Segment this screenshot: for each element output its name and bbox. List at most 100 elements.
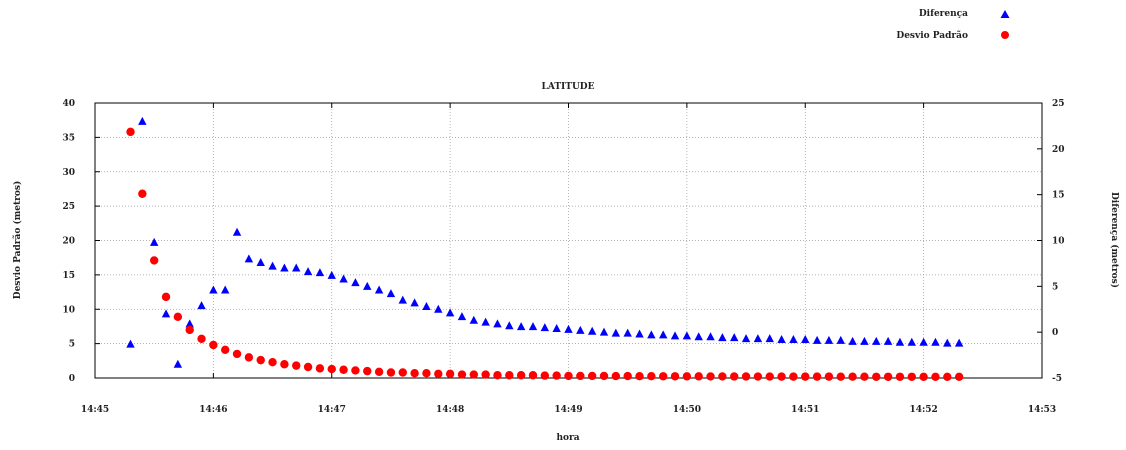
desvio-padrao-point <box>256 355 265 365</box>
desvio-padrao-point <box>457 370 467 379</box>
diferenca-point <box>138 116 147 125</box>
desvio-padrao-point <box>552 371 561 380</box>
y-left-tick-label: 0 <box>69 374 75 384</box>
diferenca-point <box>943 338 952 347</box>
desvio-padrao-point <box>753 372 763 381</box>
diferenca-point <box>221 285 230 294</box>
x-tick-label: 14:45 <box>81 405 109 415</box>
y-right-tick-label: 15 <box>1052 191 1065 201</box>
diferenca-point <box>161 309 171 318</box>
desvio-padrao-point <box>469 370 478 379</box>
diferenca-point <box>374 285 384 294</box>
diferenca-point <box>457 312 467 321</box>
diferenca-point <box>824 335 834 344</box>
diferenca-point <box>363 281 372 290</box>
desvio-padrao-point <box>138 189 147 198</box>
y-left-tick-label: 35 <box>62 133 75 143</box>
diferenca-point <box>872 336 881 345</box>
desvio-padrao-point <box>576 371 585 381</box>
desvio-padrao-point <box>812 372 822 381</box>
diferenca-point <box>635 329 644 338</box>
diferenca-point <box>587 326 597 335</box>
desvio-padrao-point <box>860 372 869 381</box>
desvio-padrao-point <box>173 312 183 322</box>
desvio-padrao-point <box>481 370 490 379</box>
desvio-padrao-point <box>386 368 396 377</box>
desvio-padrao-point <box>895 372 905 381</box>
diferenca-point <box>292 263 301 272</box>
desvio-padrao-point <box>445 369 455 379</box>
diferenca-point <box>528 322 538 331</box>
diferenca-point <box>753 334 763 343</box>
diferenca-point <box>623 328 632 337</box>
desvio-padrao-point <box>931 372 940 382</box>
diferenca-point <box>611 328 621 337</box>
diferenca-point <box>552 324 561 332</box>
desvio-padrao-point <box>244 353 254 362</box>
diferenca-point <box>173 359 183 368</box>
desvio-padrao-point <box>232 349 242 359</box>
x-tick-label: 14:52 <box>909 405 937 415</box>
desvio-padrao-point <box>670 372 680 381</box>
diferenca-point <box>682 331 692 340</box>
grid-lines <box>95 103 1042 378</box>
desvio-padrao-point <box>694 372 703 381</box>
desvio-padrao-point <box>611 371 621 381</box>
diferenca-point <box>244 254 254 263</box>
desvio-padrao-point <box>126 127 135 137</box>
desvio-padrao-point <box>197 334 206 344</box>
desvio-padrao-point <box>493 371 502 380</box>
desvio-padrao-point <box>587 371 597 381</box>
y-left-tick-label: 30 <box>62 168 75 178</box>
desvio-padrao-point <box>410 368 419 378</box>
x-tick-label: 14:53 <box>1028 405 1056 415</box>
desvio-padrao-point <box>765 372 774 381</box>
diferenca-point <box>706 332 715 341</box>
desvio-padrao-point <box>741 372 751 381</box>
y-left-tick-label: 40 <box>62 99 75 109</box>
diferenca-point <box>410 298 419 307</box>
desvio-padrao-point <box>801 372 810 381</box>
legend-circle-marker <box>1001 31 1009 39</box>
legend: Diferença Desvio Padrão <box>896 9 1010 41</box>
legend-triangle-marker <box>1000 10 1010 18</box>
desvio-padrao-point <box>635 372 644 381</box>
diferenca-point <box>741 334 751 343</box>
desvio-padrao-point <box>374 367 384 377</box>
y-left-axis-title: Desvio Padrão (metros) <box>12 181 23 299</box>
diferenca-point <box>351 278 360 287</box>
diferenca-point <box>801 335 810 343</box>
chart-title: LATITUDE <box>542 82 595 92</box>
data-points <box>126 116 964 382</box>
desvio-padrao-point <box>883 372 893 381</box>
desvio-padrao-point <box>161 292 171 302</box>
diferenca-point <box>954 338 964 347</box>
desvio-padrao-point <box>789 372 798 381</box>
desvio-padrao-point <box>848 372 857 381</box>
diferenca-point <box>280 263 289 272</box>
diferenca-point <box>268 261 277 270</box>
diferenca-point <box>126 339 135 348</box>
desvio-padrao-point <box>647 372 656 381</box>
diferenca-point <box>576 325 585 334</box>
diferenca-point <box>659 330 668 339</box>
y-left-tick-label: 10 <box>62 305 75 315</box>
diferenca-point <box>505 321 514 330</box>
desvio-padrao-point <box>777 372 786 381</box>
diferenca-point <box>670 331 680 340</box>
desvio-padrao-point <box>516 371 526 380</box>
y-right-tick-label: 5 <box>1052 282 1058 292</box>
diferenca-point <box>564 324 573 333</box>
diferenca-point <box>647 330 656 339</box>
desvio-padrao-point <box>149 256 159 265</box>
diferenca-point <box>765 334 774 343</box>
desvio-padrao-point <box>540 371 550 380</box>
desvio-padrao-point <box>872 372 881 381</box>
diferenca-point <box>434 304 443 313</box>
y-left-tick-label: 5 <box>69 340 75 350</box>
desvio-padrao-point <box>659 372 668 381</box>
diferenca-point <box>398 295 407 304</box>
diferenca-point <box>185 319 194 328</box>
